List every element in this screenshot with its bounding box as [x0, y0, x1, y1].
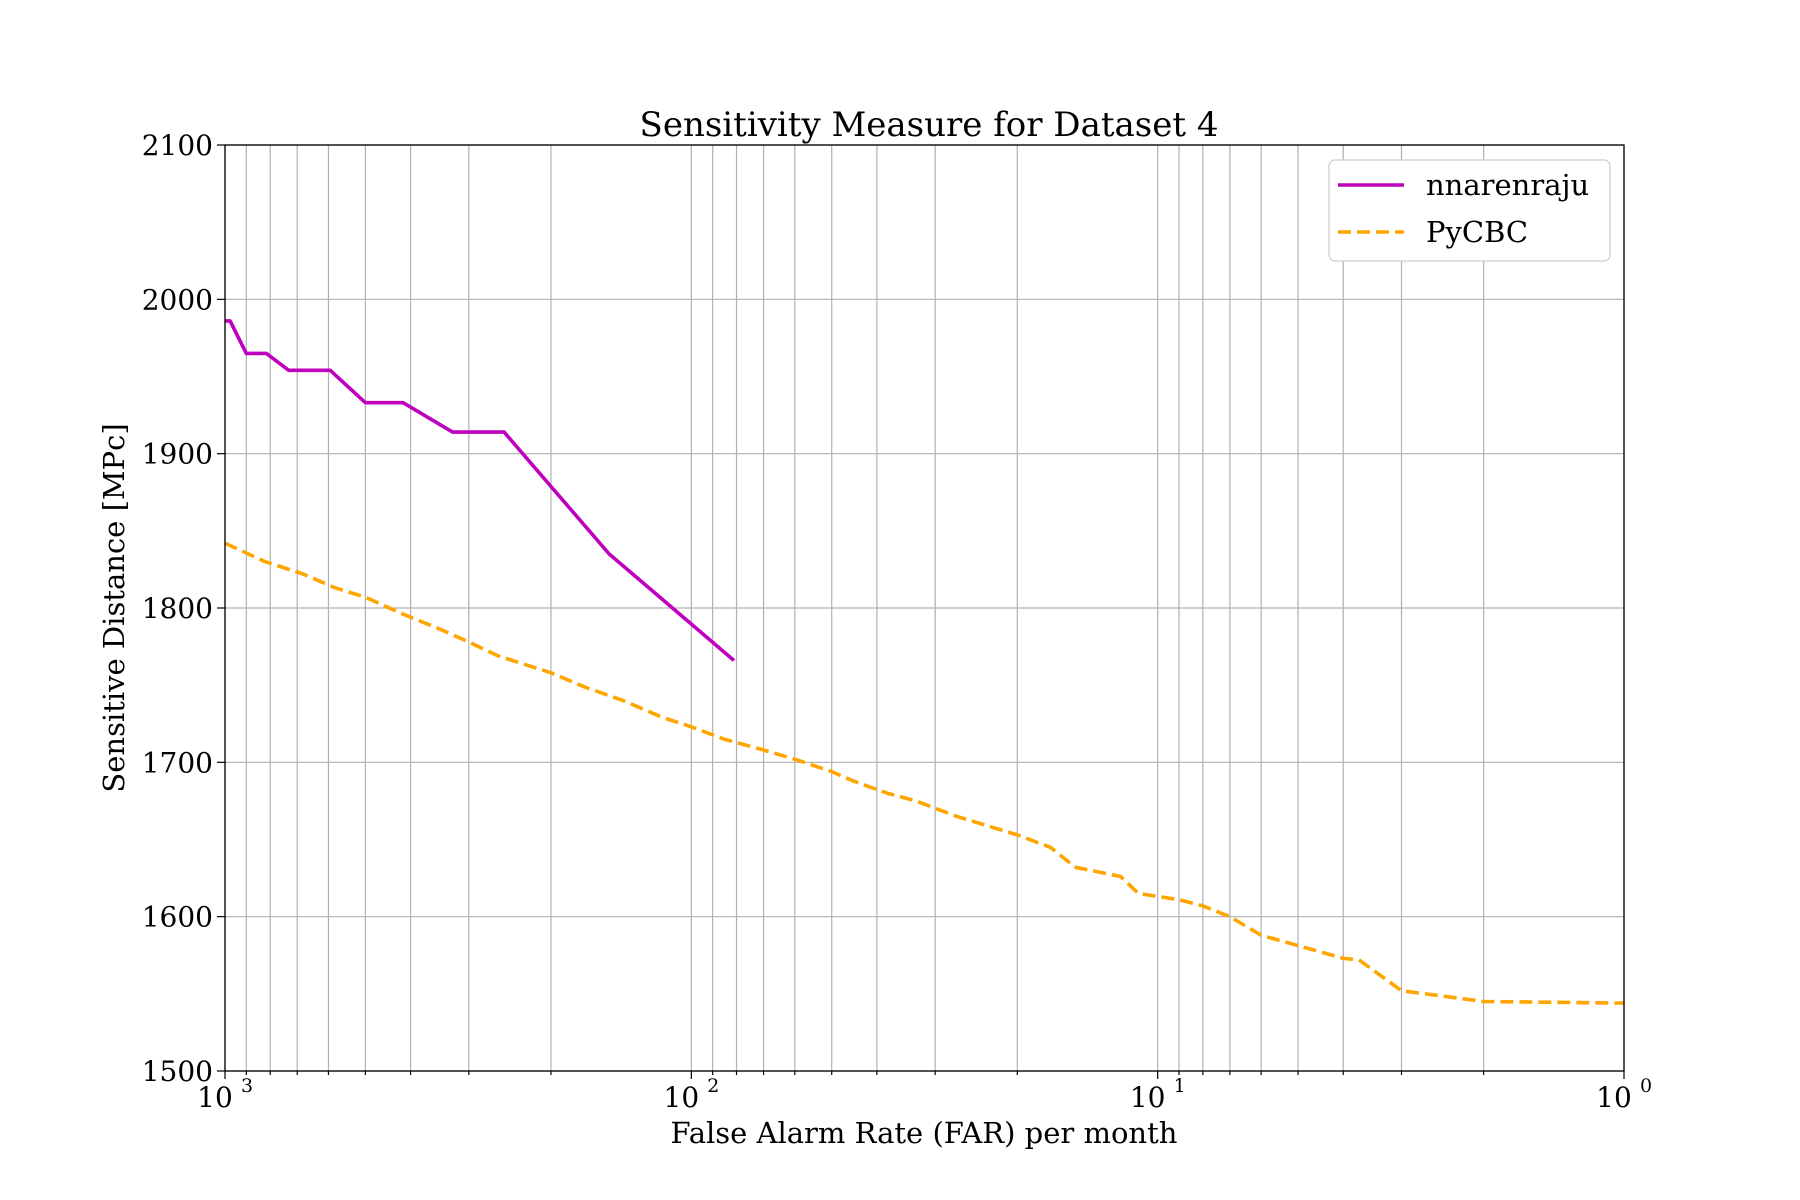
grid	[224, 144, 1625, 1072]
x-tick-label: 10	[197, 1081, 233, 1114]
x-tick-label: 10	[1130, 1081, 1166, 1114]
legend-label-nnarenraju: nnarenraju	[1426, 168, 1589, 202]
y-axis-label: Sensitive Distance [MPc]	[97, 423, 131, 792]
legend: nnarenraju PyCBC	[1328, 159, 1611, 262]
y-tick-label: 1700	[142, 746, 213, 779]
y-tick-label: 1500	[142, 1055, 213, 1088]
x-tick-exponent: 3	[241, 1075, 253, 1097]
x-tick-exponent: 2	[707, 1075, 719, 1097]
y-tick-label: 1600	[142, 901, 213, 934]
legend-label-pycbc: PyCBC	[1426, 215, 1528, 249]
series-lines	[224, 319, 1625, 1005]
y-tick-label: 1900	[142, 438, 213, 471]
series-line-nnarenraju	[225, 319, 736, 662]
y-tick-label: 1800	[142, 592, 213, 625]
y-tick-labels: 1500 1600 1700 1800 1900 2000 2100	[142, 129, 213, 1088]
x-tick-exponent: 1	[1174, 1075, 1186, 1097]
x-tick-exponent: 0	[1640, 1075, 1652, 1097]
chart-title: Sensitivity Measure for Dataset 4	[640, 105, 1219, 145]
x-axis-label: False Alarm Rate (FAR) per month	[671, 1116, 1178, 1150]
y-tick-label: 2100	[142, 129, 213, 162]
axis-ticks	[217, 144, 1625, 1079]
x-tick-labels: 10 3 10 2 10 1 10 0	[197, 1075, 1652, 1114]
y-tick-label: 2000	[142, 283, 213, 316]
x-tick-label: 10	[1596, 1081, 1632, 1114]
series-line-pycbc	[224, 541, 1625, 1005]
x-tick-label: 10	[664, 1081, 700, 1114]
